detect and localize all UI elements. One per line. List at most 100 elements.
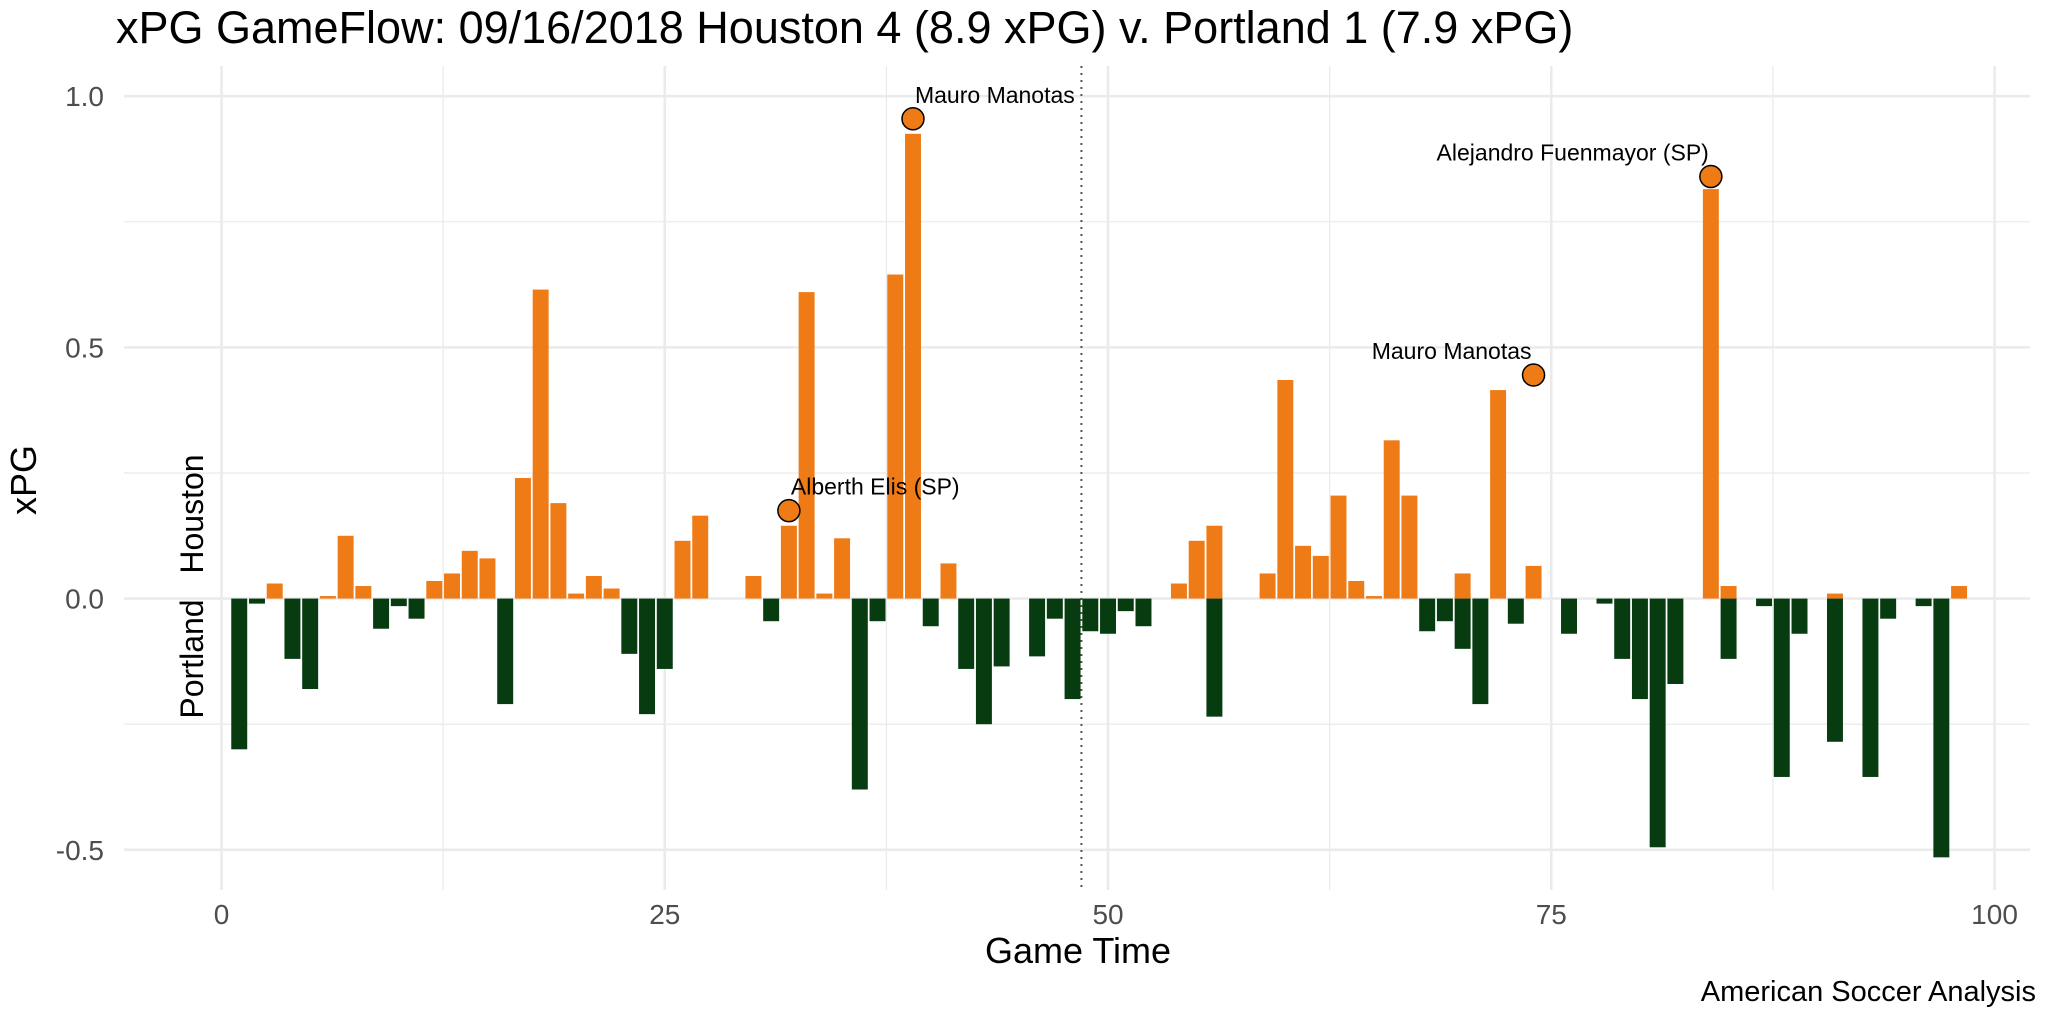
- y-axis-title: xPG: [3, 445, 44, 515]
- tick-labels: 0 25 50 75 100 -0.5 0.0 0.5 1.0: [56, 81, 2018, 930]
- annotations: Alberth Elis (SP) Mauro Manotas Mauro Mano…: [777, 82, 1723, 523]
- bar-portland: [1082, 598, 1099, 632]
- bar-houston: [1490, 390, 1507, 599]
- bar-houston: [780, 525, 797, 599]
- bar-houston: [745, 575, 762, 599]
- goal-annotation-label: Mauro Manotas: [1372, 338, 1532, 364]
- bar-portland: [851, 598, 868, 790]
- bar-houston: [461, 550, 478, 599]
- x-tick-label: 50: [1092, 899, 1123, 930]
- bar-portland: [248, 598, 265, 604]
- goal-marker: [777, 498, 801, 523]
- bar-portland: [1117, 598, 1134, 612]
- goal-marker: [1521, 363, 1546, 387]
- bar-houston: [337, 535, 354, 599]
- bar-houston: [674, 540, 691, 599]
- bar-portland: [390, 598, 407, 607]
- bar-portland: [1206, 598, 1223, 717]
- y-tick-label: 0.5: [65, 332, 104, 363]
- bar-portland: [1773, 598, 1790, 777]
- bar-portland: [1614, 598, 1631, 659]
- bar-portland: [1915, 598, 1932, 607]
- bar-portland: [1029, 598, 1046, 657]
- bar-houston: [1312, 555, 1329, 599]
- bar-portland: [639, 598, 656, 715]
- grid-lines: [124, 66, 2030, 890]
- bar-houston: [1951, 586, 1968, 599]
- bar-portland: [1561, 598, 1577, 634]
- bar-portland: [975, 598, 992, 725]
- bar-houston: [1383, 440, 1400, 599]
- bar-houston: [1720, 586, 1737, 599]
- bar-houston: [426, 581, 443, 599]
- bar-houston: [550, 503, 567, 599]
- bar-portland: [1454, 598, 1471, 649]
- y-tick-label: 0.0: [65, 584, 104, 615]
- bar-houston: [1259, 573, 1276, 599]
- bar-portland: [869, 598, 886, 622]
- goal-annotation-label: Mauro Manotas: [915, 82, 1075, 108]
- bar-portland: [993, 598, 1010, 667]
- y-tick-label: -0.5: [56, 835, 104, 866]
- bar-portland: [1720, 598, 1737, 659]
- bar-houston: [1295, 545, 1312, 599]
- bar-portland: [958, 598, 975, 669]
- bar-portland: [1472, 598, 1489, 705]
- bar-portland: [1933, 598, 1950, 858]
- bar-portland: [1507, 598, 1524, 624]
- bar-portland: [302, 598, 319, 690]
- bar-houston: [514, 478, 531, 599]
- bar-houston: [585, 575, 602, 599]
- x-tick-label: 75: [1536, 899, 1567, 930]
- bar-portland: [1880, 598, 1897, 619]
- bar-portland: [1135, 598, 1152, 627]
- x-tick-label: 100: [1971, 899, 2018, 930]
- bar-houston: [1170, 583, 1187, 599]
- bar-houston: [887, 274, 904, 599]
- bar-portland: [1100, 598, 1117, 634]
- bar-portland: [1791, 598, 1808, 634]
- bar-houston: [1348, 581, 1365, 599]
- bar-houston: [479, 558, 496, 599]
- bar-portland: [1826, 598, 1843, 742]
- bar-houston: [444, 573, 460, 599]
- bar-houston: [1702, 189, 1719, 599]
- x-tick-label: 25: [649, 899, 680, 930]
- bar-houston: [1454, 573, 1471, 599]
- bar-houston: [940, 563, 957, 599]
- bar-houston: [1366, 596, 1382, 599]
- bar-houston: [568, 593, 585, 599]
- chart-title: xPG GameFlow: 09/16/2018 Houston 4 (8.9 …: [116, 2, 1574, 53]
- bar-portland: [1596, 598, 1613, 604]
- bar-houston: [603, 588, 620, 599]
- bar-houston: [905, 133, 921, 599]
- bars: [231, 133, 1968, 858]
- bar-portland: [1649, 598, 1666, 848]
- bar-portland: [656, 598, 673, 669]
- bar-portland: [1436, 598, 1453, 622]
- bar-portland: [284, 598, 301, 659]
- bar-portland: [763, 598, 780, 622]
- goal-marker: [901, 107, 925, 131]
- bar-houston: [1188, 540, 1205, 599]
- bar-portland: [1419, 598, 1436, 632]
- x-tick-label: 0: [214, 899, 230, 930]
- bar-houston: [532, 289, 549, 599]
- bar-portland: [1631, 598, 1648, 700]
- bar-houston: [355, 586, 372, 599]
- bar-houston: [1277, 380, 1294, 599]
- team-label-portland: Portland: [174, 599, 210, 718]
- bar-portland: [1667, 598, 1684, 684]
- bar-houston: [816, 593, 833, 599]
- bar-portland: [1064, 598, 1081, 700]
- bar-portland: [1046, 598, 1063, 619]
- bar-houston: [1525, 565, 1542, 599]
- bar-portland: [231, 598, 248, 750]
- bar-portland: [922, 598, 939, 627]
- bar-houston: [798, 292, 815, 599]
- bar-portland: [621, 598, 638, 654]
- bar-houston: [1826, 593, 1843, 599]
- bar-houston: [1330, 495, 1347, 599]
- goal-annotation-label: Alberth Elis (SP): [791, 474, 960, 500]
